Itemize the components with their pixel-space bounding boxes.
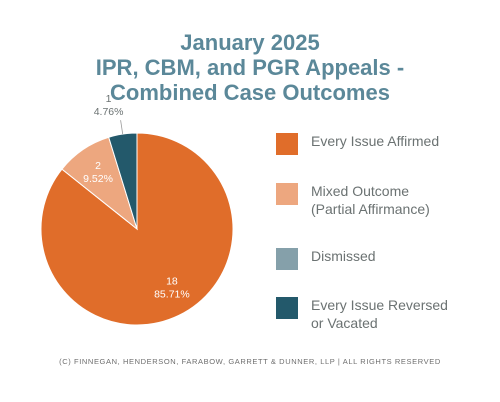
title-line-2: IPR, CBM, and PGR Appeals - [95,55,405,80]
legend-label-dismissed: Dismissed [311,248,376,264]
data-label-percent-every-issue-reversed-or-vacated: 4.76% [94,106,124,118]
legend-swatch-every-issue-affirmed [276,133,298,155]
data-label-percent-mixed-outcome-partial-affirmance-: 9.52% [83,173,113,185]
pie-slice-every-issue-affirmed [40,132,234,326]
legend-item-every-issue-affirmed: Every Issue Affirmed [276,132,500,155]
legend-swatch-mixed-outcome-partial-affirmance- [276,183,298,205]
legend-label-every-issue-reversed-or-vacated: Every Issue Reversed or Vacated [311,297,448,331]
pie-slice-every-issue-reversed-or-vacated [108,132,138,230]
legend-item-dismissed: Dismissed [276,247,500,270]
legend-label-mixed-outcome-partial-affirmance-: Mixed Outcome (Partial Affirmance) [311,183,430,217]
leader-line-every-issue-reversed-or-vacated [120,120,124,135]
data-label-value-mixed-outcome-partial-affirmance-: 2 [95,160,101,172]
legend-item-mixed-outcome-partial-affirmance-: Mixed Outcome (Partial Affirmance) [276,182,500,218]
chart-title: January 2025 IPR, CBM, and PGR Appeals -… [0,30,500,105]
data-label-percent-every-issue-affirmed: 85.71% [154,289,190,301]
title-line-1: January 2025 [180,30,320,55]
title-line-3: Combined Case Outcomes [110,80,390,105]
legend-swatch-dismissed [276,248,298,270]
legend-swatch-every-issue-reversed-or-vacated [276,297,298,319]
legend-label-every-issue-affirmed: Every Issue Affirmed [311,133,440,149]
data-label-value-every-issue-reversed-or-vacated: 1 [106,93,112,105]
data-label-value-every-issue-affirmed: 18 [166,276,178,288]
copyright-footer: (c) Finnegan, Henderson, Farabow, Garret… [59,357,441,366]
legend-item-every-issue-reversed-or-vacated: Every Issue Reversed or Vacated [276,296,500,332]
